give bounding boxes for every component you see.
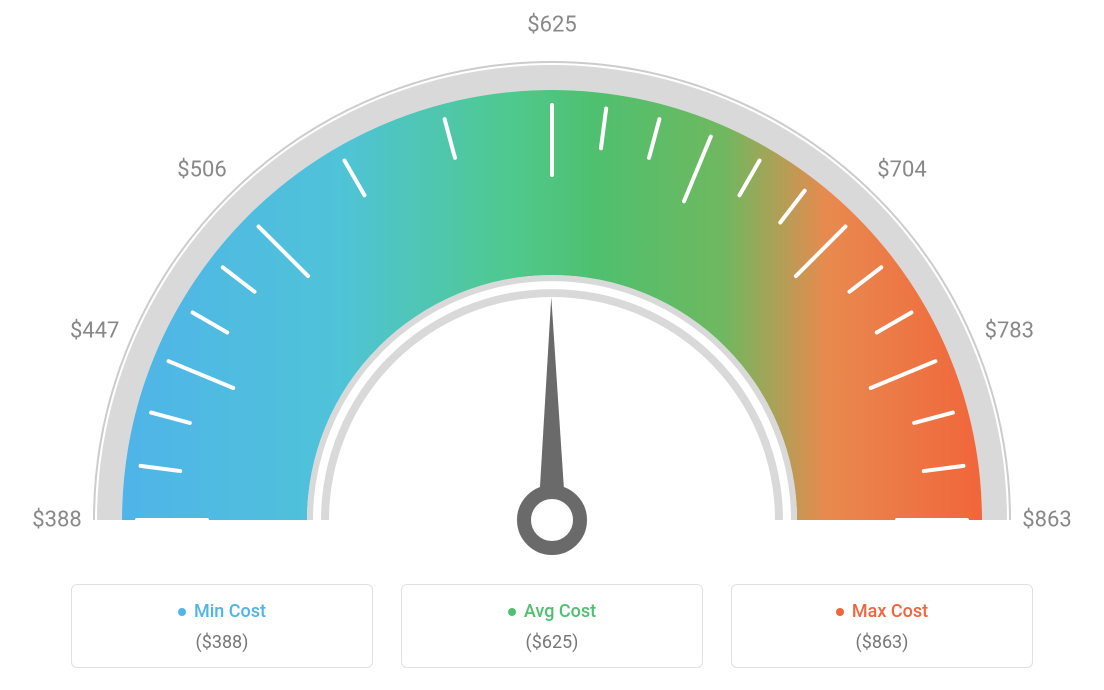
legend-avg-value: ($625) — [402, 632, 702, 653]
gauge-tick-label: $704 — [877, 157, 926, 182]
legend-max-card: Max Cost ($863) — [731, 584, 1033, 668]
chart-container: $388 $447 $506 $625 $704 $783 $863 Min Cost ($… — [0, 0, 1104, 690]
legend-avg-label: Avg Cost — [524, 601, 596, 622]
legend-max-dot — [836, 608, 844, 616]
legend-min-title: Min Cost — [72, 601, 372, 622]
legend-avg-card: Avg Cost ($625) — [401, 584, 703, 668]
gauge-tick-label: $506 — [177, 157, 226, 182]
legend-avg-dot — [508, 608, 516, 616]
gauge-tick-label: $863 — [1022, 508, 1071, 533]
gauge-tick-label: $447 — [70, 318, 119, 343]
gauge-tick-label: $388 — [32, 508, 81, 533]
legend-max-value: ($863) — [732, 632, 1032, 653]
legend-min-card: Min Cost ($388) — [71, 584, 373, 668]
legend-max-label: Max Cost — [852, 601, 928, 622]
gauge-chart: $388 $447 $506 $625 $704 $783 $863 — [0, 0, 1104, 570]
gauge-tick-label: $783 — [985, 318, 1034, 343]
legend-min-dot — [178, 608, 186, 616]
gauge-tick-label: $625 — [527, 13, 576, 38]
legend-min-label: Min Cost — [194, 601, 266, 622]
legend-row: Min Cost ($388) Avg Cost ($625) Max Cost… — [0, 584, 1104, 668]
legend-avg-title: Avg Cost — [402, 601, 702, 622]
legend-max-title: Max Cost — [732, 601, 1032, 622]
legend-min-value: ($388) — [72, 632, 372, 653]
